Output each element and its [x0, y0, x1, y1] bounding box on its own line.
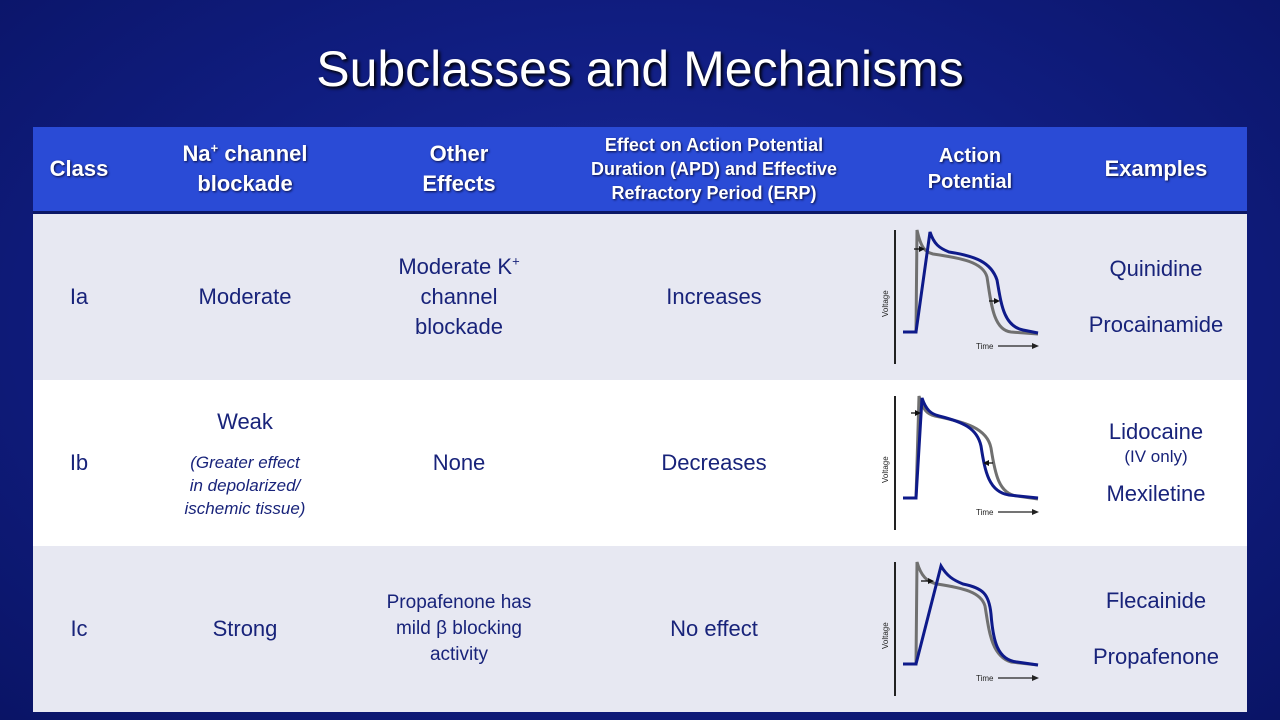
note-line1: (Greater effect	[190, 452, 300, 472]
header-na-label: Na	[182, 141, 211, 166]
examples-cell: Quinidine Procainamide	[1065, 214, 1247, 380]
header-channel-label: channel	[218, 141, 308, 166]
drug-ap-curve	[903, 231, 1039, 335]
normal-ap-curve	[903, 229, 1039, 336]
na-blockade-note: (Greater effect in depolarized/ ischemic…	[185, 451, 306, 520]
slide-title: Subclasses and Mechanisms	[316, 41, 964, 97]
header-effect-line1: Effect on Action Potential	[604, 135, 824, 155]
header-blockade-label: blockade	[197, 171, 293, 196]
effect-cell: No effect	[670, 616, 758, 641]
header-class: Class	[33, 127, 125, 211]
other-effects-line2: channel	[420, 284, 498, 309]
voltage-axis-label: Voltage	[881, 622, 890, 649]
effect-cell: Increases	[666, 284, 762, 309]
header-na-blockade: Na+ channel blockade	[125, 127, 365, 211]
comparison-table: Class Na+ channel blockade Other Effects …	[33, 127, 1247, 712]
header-other-effects: Other Effects	[365, 127, 553, 211]
example-flecainide: Flecainide	[1105, 588, 1207, 613]
voltage-axis-label: Voltage	[881, 456, 890, 483]
effect-cell: Decreases	[661, 450, 767, 475]
action-potential-plot-ib: Voltage Time	[881, 395, 1039, 530]
other-effects-line2: mild β blocking	[395, 618, 523, 639]
other-effects-line3: blockade	[414, 314, 504, 339]
class-cell: Ia	[69, 284, 89, 309]
example-quinidine: Quinidine	[1109, 256, 1203, 281]
header-effect-apd-erp: Effect on Action Potential Duration (APD)…	[553, 127, 875, 211]
other-effects-cell: Moderate K+ channel blockade	[365, 214, 553, 380]
header-examples-label: Examples	[1104, 156, 1208, 181]
other-effects-cell: Propafenone has mild β blocking activity	[365, 546, 553, 712]
header-class-label: Class	[49, 156, 109, 181]
note-line3: ischemic tissue)	[184, 498, 306, 518]
time-axis-label: Time	[976, 674, 994, 683]
example-lidocaine-note: (IV only)	[1124, 447, 1188, 466]
table-row-ia: Ia Moderate Moderate K+ channel blockade…	[33, 214, 1247, 380]
normal-ap-curve	[903, 561, 1039, 667]
drug-ap-curve	[903, 397, 1039, 500]
other-effects-line3: activity	[429, 644, 489, 665]
examples-cell: Flecainide Propafenone	[1065, 546, 1247, 712]
na-blockade-value: Weak	[217, 408, 273, 434]
example-mexiletine: Mexiletine	[1106, 481, 1206, 506]
na-blockade-cell: Weak (Greater effect in depolarized/ isc…	[125, 380, 365, 546]
class-cell: Ic	[70, 616, 88, 641]
na-blockade-cell: Moderate	[198, 284, 292, 309]
header-ap-line2: Potential	[927, 171, 1013, 193]
header-effect-line2: Duration (APD) and Effective	[590, 159, 838, 179]
header-ap-line1: Action	[938, 145, 1002, 167]
header-na-sup: +	[210, 140, 219, 156]
other-effects-cell: None	[432, 450, 486, 475]
time-axis-label: Time	[976, 342, 994, 351]
table-header-row: Class Na+ channel blockade Other Effects …	[33, 127, 1247, 214]
normal-ap-curve	[903, 395, 1039, 501]
time-axis-label: Time	[976, 508, 994, 517]
voltage-axis-label: Voltage	[881, 290, 890, 317]
examples-cell: Lidocaine (IV only) Mexiletine	[1065, 380, 1247, 546]
other-effects-line1: Moderate K	[398, 254, 513, 279]
na-blockade-cell: Strong	[212, 616, 278, 641]
header-action-potential: Action Potential	[875, 127, 1065, 211]
header-other-line2: Effects	[422, 171, 496, 196]
header-other-line1: Other	[429, 141, 489, 166]
note-line2: in depolarized/	[189, 475, 301, 495]
header-examples: Examples	[1065, 127, 1247, 211]
example-procainamide: Procainamide	[1088, 312, 1224, 337]
example-lidocaine: Lidocaine	[1108, 419, 1204, 444]
example-propafenone: Propafenone	[1093, 644, 1219, 669]
action-potential-plot-ia: Voltage Time	[881, 229, 1039, 364]
action-potential-plot-ic: Voltage Time	[881, 561, 1039, 696]
table-row-ic: Ic Strong Propafenone has mild β blockin…	[33, 546, 1247, 712]
other-effects-line1: Propafenone has	[386, 592, 532, 613]
class-cell: Ib	[69, 450, 89, 475]
header-effect-line3: Refractory Period (ERP)	[611, 183, 817, 203]
table-row-ib: Ib Weak (Greater effect in depolarized/ …	[33, 380, 1247, 546]
k-sup: +	[512, 253, 520, 269]
drug-ap-curve	[903, 562, 1039, 667]
